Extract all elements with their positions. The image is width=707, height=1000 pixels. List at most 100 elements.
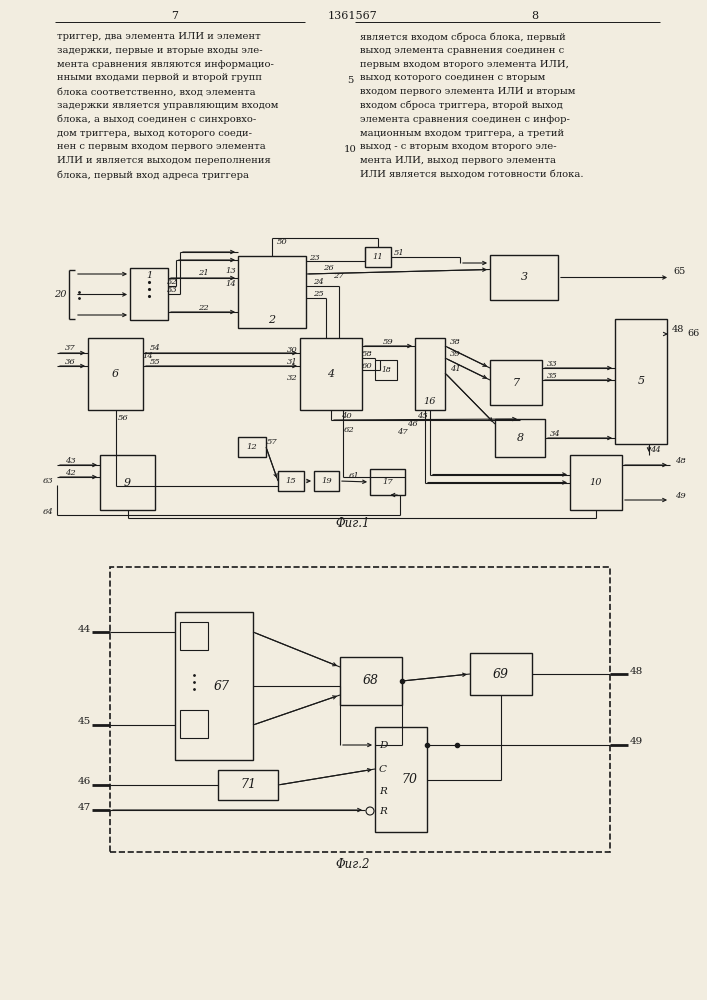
Text: 32: 32 bbox=[286, 374, 298, 382]
Text: 12: 12 bbox=[247, 443, 257, 451]
Text: блока соответственно, вход элемента: блока соответственно, вход элемента bbox=[57, 87, 256, 96]
Text: D: D bbox=[379, 740, 387, 750]
Bar bbox=[375, 727, 427, 832]
Bar bbox=[238, 437, 266, 457]
Text: 50: 50 bbox=[276, 238, 287, 246]
Text: 53: 53 bbox=[167, 286, 177, 294]
Text: ИЛИ и является выходом переполнения: ИЛИ и является выходом переполнения bbox=[57, 156, 271, 165]
Text: триггер, два элемента ИЛИ и элемент: триггер, два элемента ИЛИ и элемент bbox=[57, 32, 261, 41]
Text: 44: 44 bbox=[77, 624, 90, 634]
Text: блока, первый вход адреса триггера: блока, первый вход адреса триггера bbox=[57, 170, 249, 180]
Text: 51: 51 bbox=[394, 249, 404, 257]
Text: входом сброса триггера, второй выход: входом сброса триггера, второй выход bbox=[360, 101, 563, 110]
Bar bbox=[88, 338, 143, 410]
Text: 55: 55 bbox=[150, 358, 160, 366]
Text: 39: 39 bbox=[450, 350, 460, 358]
Text: 15: 15 bbox=[286, 477, 296, 485]
Bar bbox=[340, 657, 402, 705]
Text: 11: 11 bbox=[373, 253, 383, 261]
Text: 7: 7 bbox=[172, 11, 178, 21]
Text: задержки, первые и вторые входы эле-: задержки, первые и вторые входы эле- bbox=[57, 46, 262, 55]
Text: 46: 46 bbox=[407, 420, 417, 428]
Text: 56: 56 bbox=[118, 414, 129, 422]
Text: 19: 19 bbox=[321, 477, 332, 485]
Text: 40: 40 bbox=[341, 412, 351, 420]
Text: C: C bbox=[379, 764, 387, 774]
Bar bbox=[495, 419, 545, 457]
Text: 24: 24 bbox=[312, 278, 323, 286]
Bar bbox=[218, 770, 278, 800]
Text: 68: 68 bbox=[363, 674, 379, 688]
Text: 54: 54 bbox=[150, 344, 160, 352]
Text: 66: 66 bbox=[687, 330, 699, 338]
Text: 44: 44 bbox=[650, 446, 660, 454]
Text: мента сравнения являются информацио-: мента сравнения являются информацио- bbox=[57, 60, 274, 69]
Text: 49: 49 bbox=[674, 492, 685, 500]
Text: 10: 10 bbox=[344, 145, 356, 154]
Bar bbox=[314, 471, 339, 491]
Bar bbox=[238, 256, 306, 328]
Text: 13: 13 bbox=[226, 267, 236, 275]
Text: 43: 43 bbox=[64, 457, 76, 465]
Text: 34: 34 bbox=[549, 430, 561, 438]
Bar bbox=[130, 268, 168, 320]
Text: 59: 59 bbox=[383, 338, 394, 346]
Text: 38: 38 bbox=[450, 338, 460, 346]
Text: 60: 60 bbox=[361, 362, 373, 370]
Text: 27: 27 bbox=[332, 272, 344, 280]
Text: 8: 8 bbox=[532, 11, 539, 21]
Bar bbox=[180, 710, 208, 738]
Text: 48: 48 bbox=[629, 666, 643, 676]
Text: 61: 61 bbox=[349, 472, 360, 480]
Bar bbox=[615, 319, 667, 444]
Bar bbox=[470, 653, 532, 695]
Text: 64: 64 bbox=[42, 508, 53, 516]
Text: 47: 47 bbox=[397, 428, 407, 436]
Text: 22: 22 bbox=[198, 304, 209, 312]
Text: 3: 3 bbox=[520, 272, 527, 282]
Text: Φиг.2: Φиг.2 bbox=[336, 858, 370, 871]
Text: 42: 42 bbox=[64, 469, 76, 477]
Text: 25: 25 bbox=[312, 290, 323, 298]
Text: 1: 1 bbox=[146, 271, 152, 280]
Text: 2: 2 bbox=[269, 315, 276, 325]
Text: 65: 65 bbox=[674, 267, 686, 276]
Text: 9: 9 bbox=[124, 478, 131, 488]
Circle shape bbox=[366, 807, 374, 815]
Text: 14: 14 bbox=[226, 280, 236, 288]
Text: мента ИЛИ, выход первого элемента: мента ИЛИ, выход первого элемента bbox=[360, 156, 556, 165]
Bar bbox=[370, 469, 405, 495]
Text: выход элемента сравнения соединен с: выход элемента сравнения соединен с bbox=[360, 46, 564, 55]
Bar bbox=[175, 612, 253, 760]
Bar bbox=[570, 455, 622, 510]
Text: 63: 63 bbox=[42, 477, 53, 485]
Text: 36: 36 bbox=[64, 358, 76, 366]
Text: выход - с вторым входом второго эле-: выход - с вторым входом второго эле- bbox=[360, 142, 556, 151]
Text: 20: 20 bbox=[54, 290, 66, 299]
Text: 47: 47 bbox=[77, 802, 90, 812]
Text: мационным входом триггера, а третий: мационным входом триггера, а третий bbox=[360, 129, 564, 138]
Text: 17: 17 bbox=[382, 478, 393, 486]
Text: 7: 7 bbox=[513, 377, 520, 387]
Text: 18: 18 bbox=[381, 366, 391, 374]
Text: 67: 67 bbox=[214, 680, 230, 692]
Text: 8: 8 bbox=[516, 433, 524, 443]
Text: блока, а выход соединен с синхровхо-: блока, а выход соединен с синхровхо- bbox=[57, 115, 256, 124]
Text: 37: 37 bbox=[64, 344, 76, 352]
Text: 21: 21 bbox=[198, 269, 209, 277]
Text: 16: 16 bbox=[423, 397, 436, 406]
Text: ИЛИ является выходом готовности блока.: ИЛИ является выходом готовности блока. bbox=[360, 170, 583, 179]
Text: 23: 23 bbox=[309, 254, 320, 262]
Text: 10: 10 bbox=[590, 478, 602, 487]
Text: 4: 4 bbox=[327, 369, 334, 379]
Text: задержки является управляющим входом: задержки является управляющим входом bbox=[57, 101, 279, 110]
Text: 57: 57 bbox=[267, 438, 277, 446]
Text: 35: 35 bbox=[547, 372, 557, 380]
Text: 49: 49 bbox=[629, 738, 643, 746]
Text: 41: 41 bbox=[450, 365, 460, 373]
Text: дом триггера, выход которого соеди-: дом триггера, выход которого соеди- bbox=[57, 129, 252, 138]
Text: 30: 30 bbox=[286, 346, 298, 354]
Bar bbox=[110, 567, 610, 852]
Text: 46: 46 bbox=[77, 778, 90, 786]
Text: 6: 6 bbox=[112, 369, 119, 379]
